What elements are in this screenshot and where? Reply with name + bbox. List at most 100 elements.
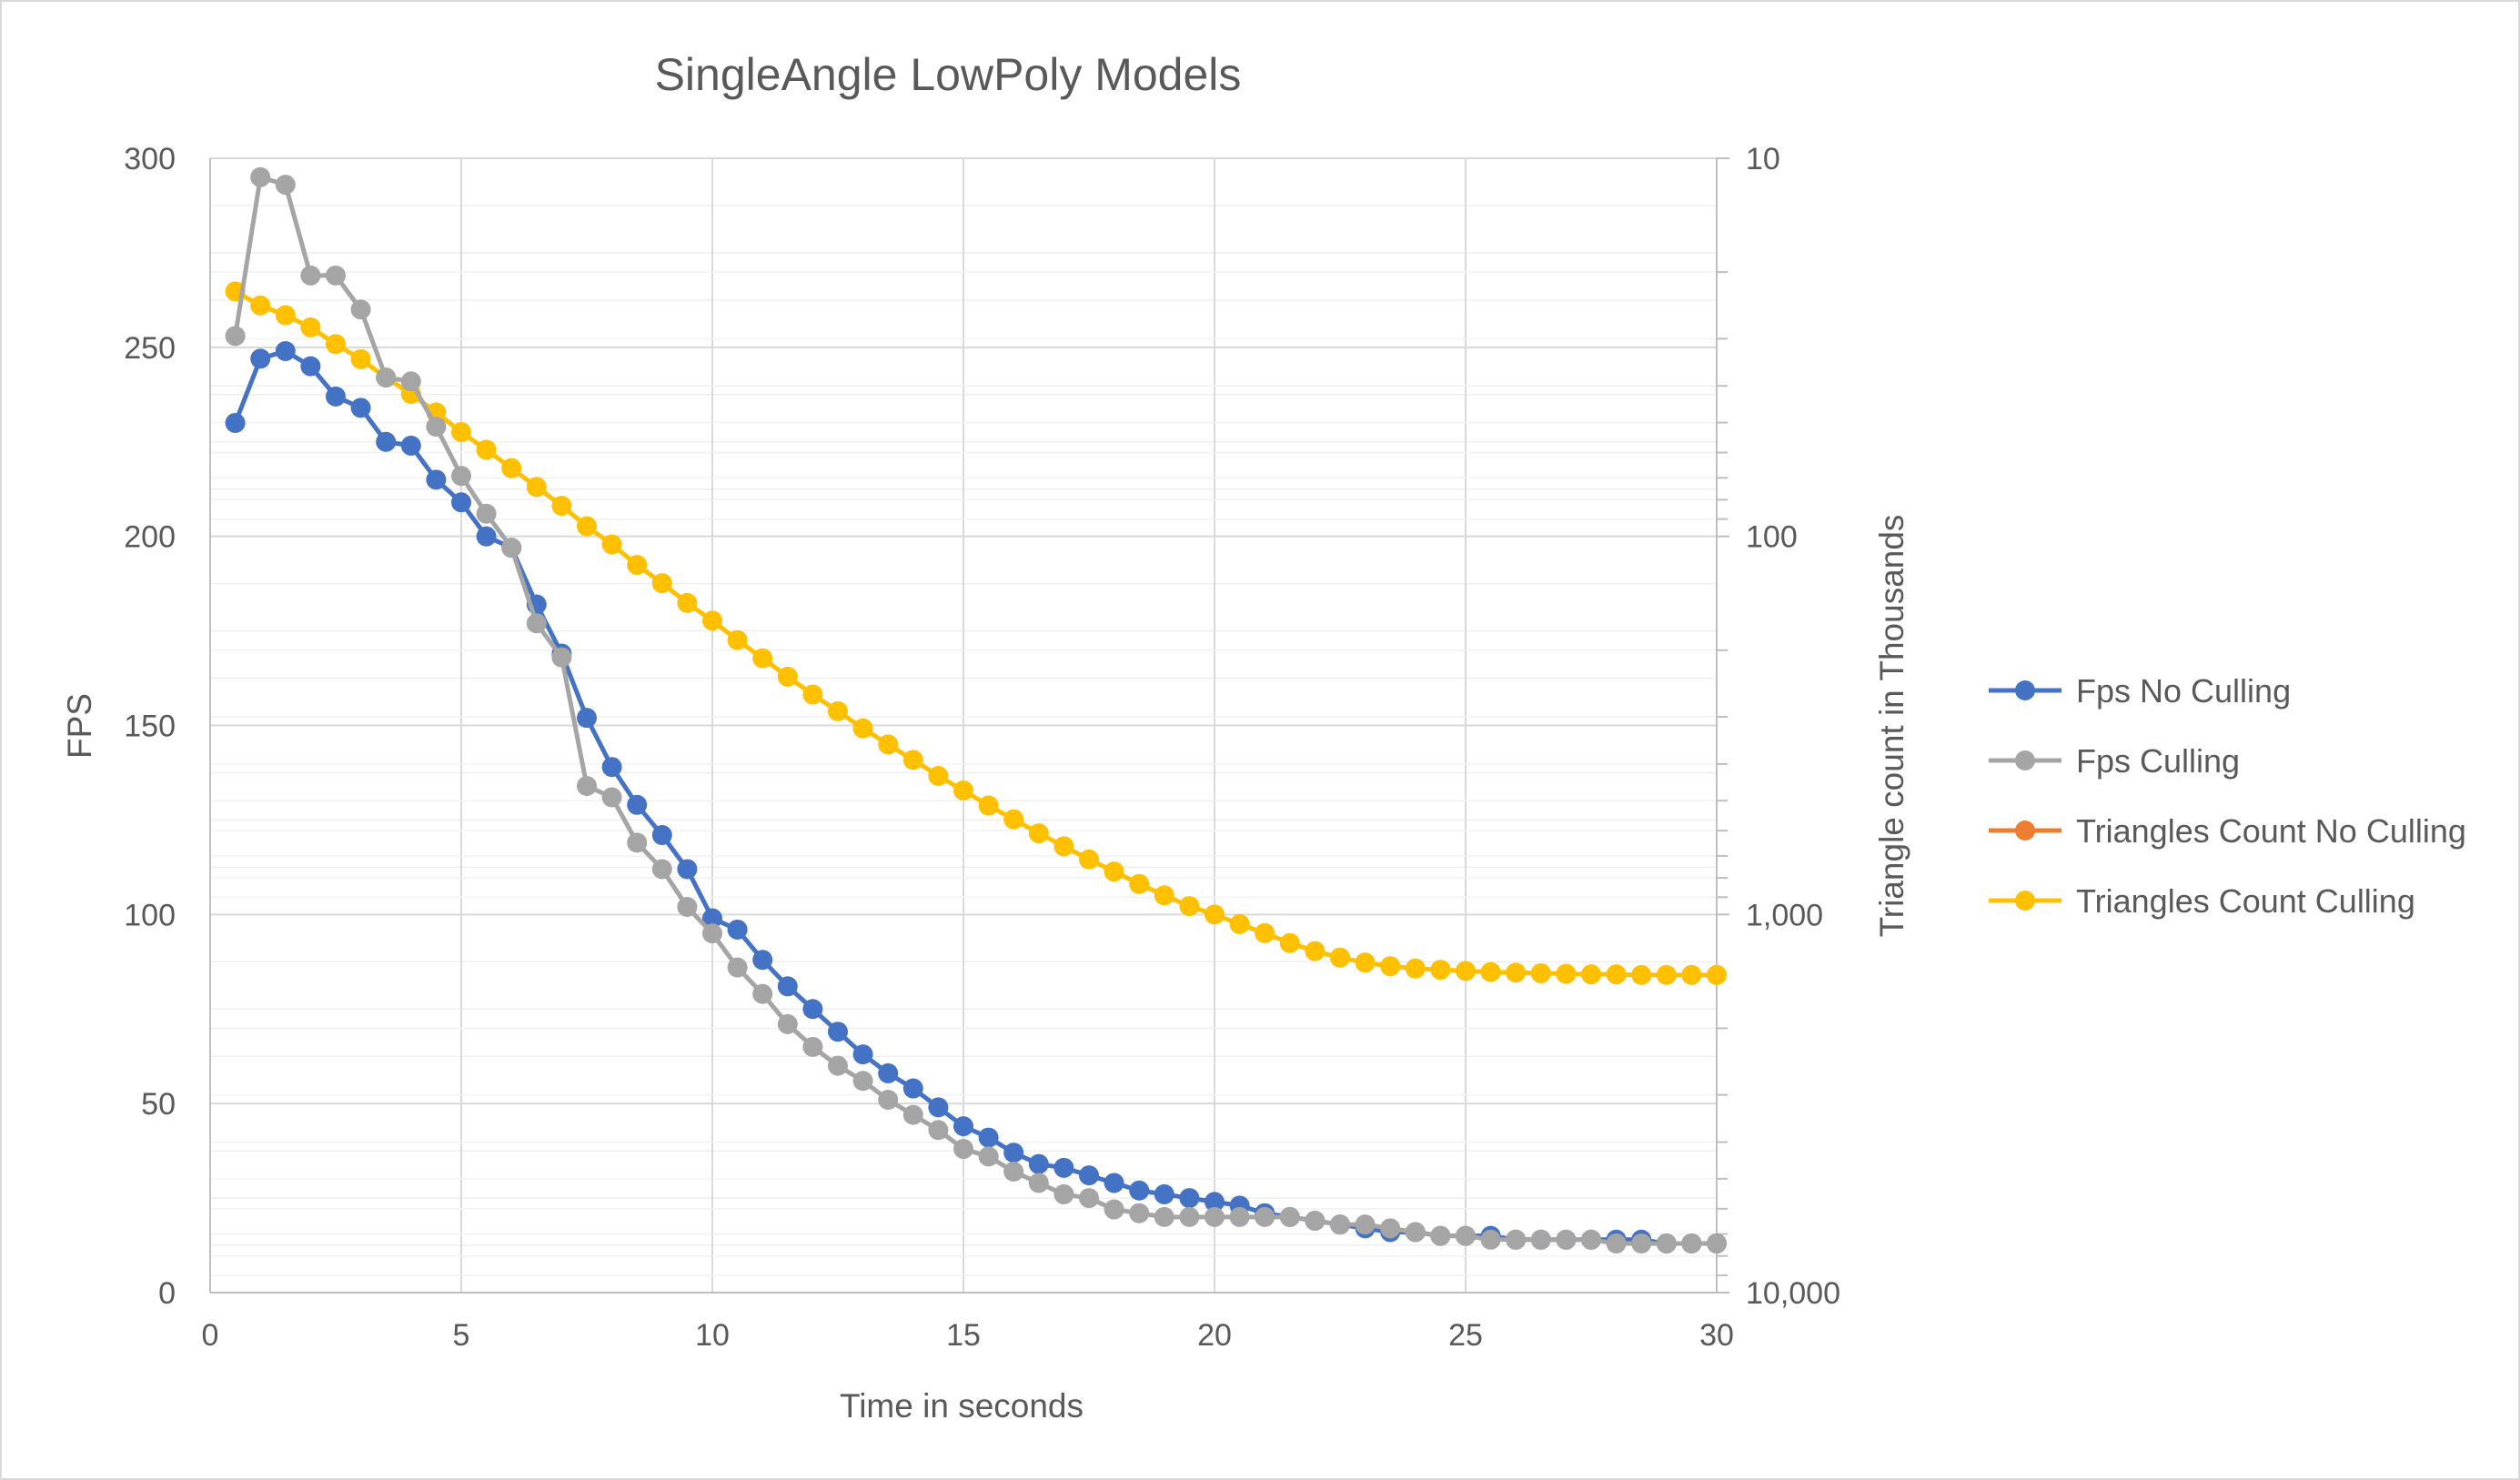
data-point (1305, 941, 1326, 961)
chart-title: SingleAngle LowPoly Models (655, 49, 1242, 100)
data-point (852, 1071, 873, 1092)
data-point (802, 684, 823, 705)
data-point (627, 794, 648, 815)
data-point (802, 1036, 823, 1057)
data-point (852, 1044, 873, 1065)
data-point (1631, 964, 1652, 985)
data-point (275, 175, 296, 196)
data-point (1003, 1143, 1024, 1163)
legend-item: Triangles Count No Culling (1989, 812, 2466, 850)
data-point (651, 573, 672, 594)
data-point (577, 516, 597, 537)
data-point (928, 765, 949, 786)
data-point (828, 1055, 848, 1076)
data-point (577, 776, 597, 797)
y-tick-label: 50 (141, 1087, 176, 1122)
data-point (1681, 964, 1702, 985)
data-point (953, 780, 973, 801)
data-point (225, 412, 246, 433)
data-point (1355, 952, 1376, 973)
data-point (953, 1139, 973, 1160)
data-point (601, 534, 622, 555)
data-point (1255, 1206, 1275, 1227)
series-triangles-count-culling (225, 281, 1727, 985)
data-point (400, 371, 421, 392)
legend-label: Triangles Count Culling (2076, 882, 2415, 920)
data-point (752, 950, 773, 971)
data-point (677, 897, 698, 918)
data-point (601, 757, 622, 778)
data-point (1154, 885, 1174, 906)
data-point (326, 265, 346, 286)
data-point (250, 348, 271, 369)
data-point (400, 435, 421, 456)
data-point (326, 334, 346, 355)
y2-tick-label: 10,000 (1746, 1276, 1840, 1311)
data-point (1104, 1173, 1124, 1193)
data-point (250, 295, 271, 316)
data-point (1003, 1161, 1024, 1182)
data-point (1707, 964, 1727, 985)
data-point (677, 592, 698, 613)
data-point (250, 166, 271, 187)
data-point (1606, 1233, 1627, 1253)
legend-label: Fps Culling (2076, 742, 2240, 780)
data-point (1606, 964, 1627, 985)
data-point (1205, 1192, 1225, 1213)
gridlines (210, 157, 1718, 1294)
data-point (1456, 1225, 1476, 1246)
data-point (802, 999, 823, 1020)
data-point (1330, 1214, 1350, 1235)
data-point (1556, 963, 1577, 984)
data-point (1154, 1206, 1174, 1227)
data-point (978, 1146, 999, 1167)
data-point (1279, 1206, 1300, 1227)
y-tick-label: 0 (158, 1276, 176, 1311)
data-point (1205, 1206, 1225, 1227)
data-point (777, 1013, 798, 1034)
data-point (300, 317, 321, 337)
x-tick-label: 0 (202, 1318, 219, 1353)
data-point (501, 538, 522, 559)
data-point (1255, 922, 1275, 943)
y2-axis-label: Triangle count in Thousands (1873, 515, 1910, 938)
data-point (677, 859, 698, 880)
data-point (426, 469, 447, 490)
data-point (451, 492, 471, 513)
data-point (852, 718, 873, 739)
y-tick-label: 250 (124, 331, 176, 366)
data-point (1079, 849, 1099, 870)
data-point (1003, 809, 1024, 830)
data-point (1556, 1229, 1577, 1250)
data-point (902, 750, 923, 770)
data-point (577, 708, 597, 729)
x-tick-label: 10 (695, 1318, 730, 1353)
y-axis-label: FPS (61, 693, 98, 759)
data-point (275, 305, 296, 326)
data-point (526, 477, 547, 498)
data-point (902, 1104, 923, 1125)
data-point (476, 526, 497, 547)
data-point (878, 1062, 899, 1083)
legend-marker (2015, 891, 2035, 911)
data-point (1205, 904, 1225, 925)
data-point (1229, 1206, 1250, 1227)
legend-item: Fps Culling (1989, 742, 2240, 780)
data-point (1104, 1199, 1124, 1220)
legend-label: Fps No Culling (2076, 672, 2291, 710)
x-tick-label: 30 (1699, 1318, 1734, 1353)
data-point (1480, 961, 1501, 982)
data-point (1380, 956, 1401, 977)
data-point (828, 1022, 848, 1042)
data-point (928, 1120, 949, 1141)
data-point (426, 417, 447, 438)
data-point (752, 983, 773, 1004)
data-point (476, 503, 497, 524)
data-point (1053, 1157, 1074, 1178)
data-point (1229, 913, 1250, 934)
data-point (1506, 1229, 1527, 1250)
data-point (1028, 823, 1049, 844)
data-point (702, 610, 722, 631)
